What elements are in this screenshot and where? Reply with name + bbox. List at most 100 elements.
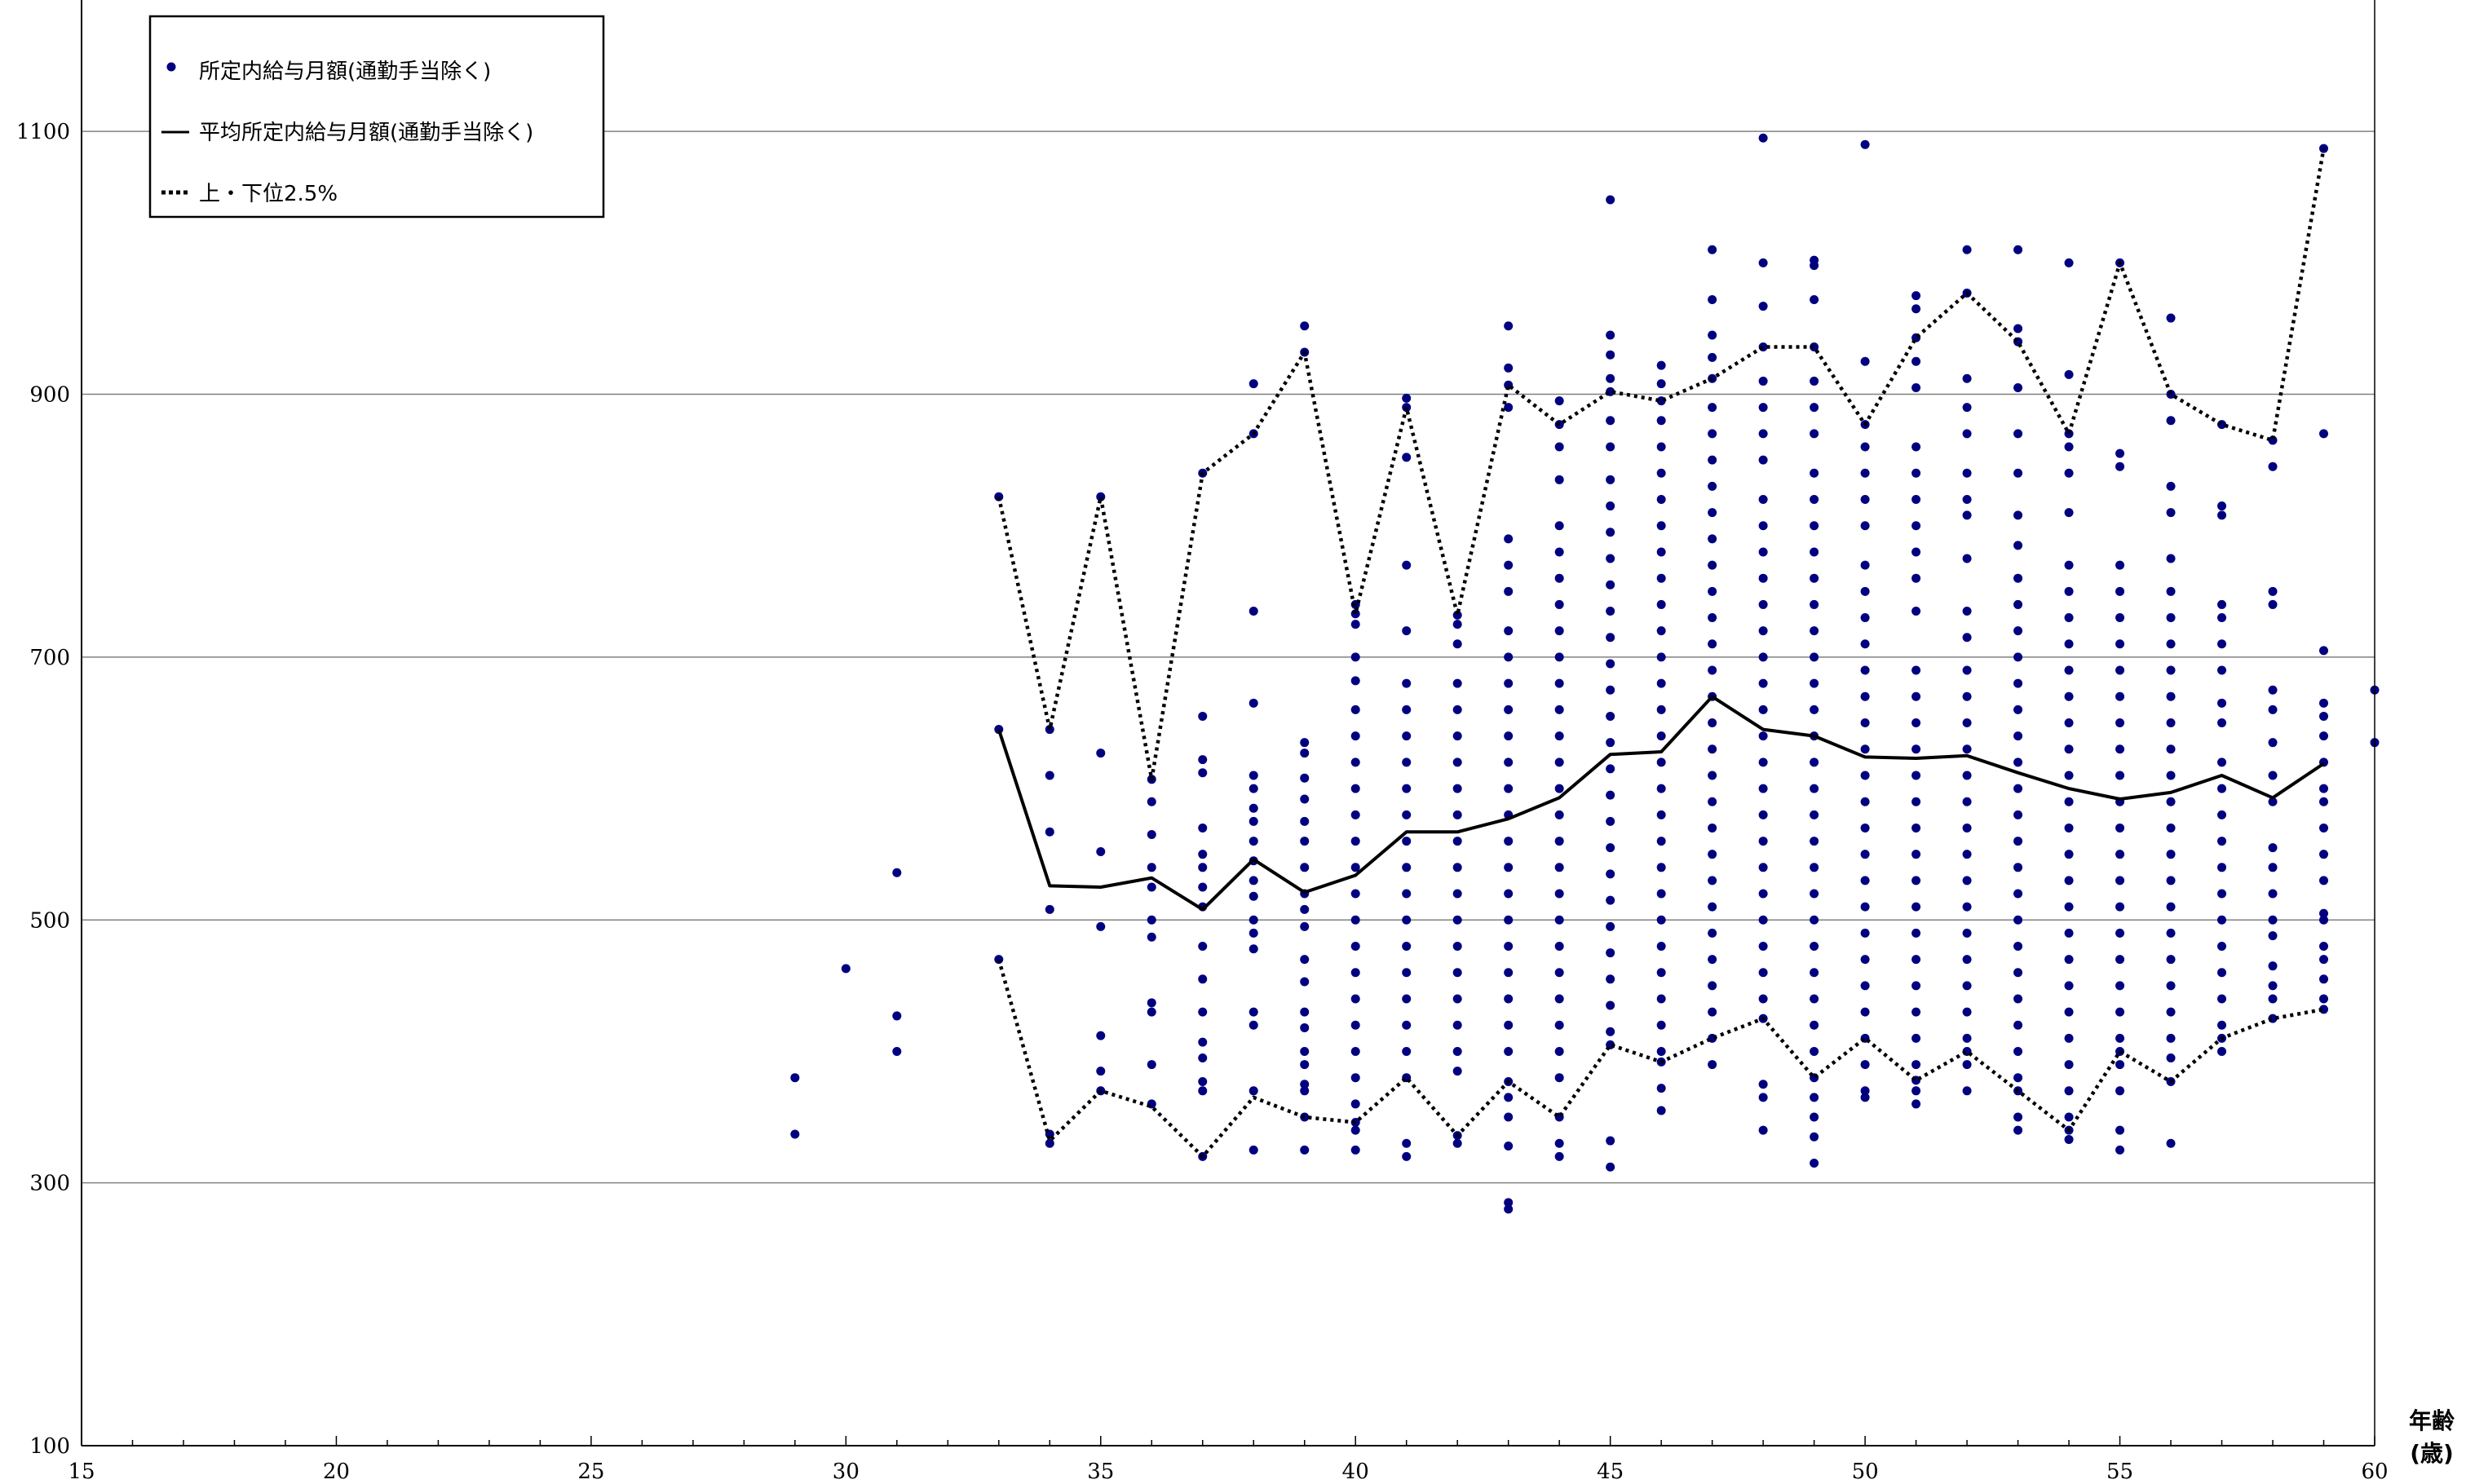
scatter-point (1962, 665, 1972, 675)
scatter-point (1911, 442, 1921, 452)
scatter-point (1402, 837, 1412, 846)
scatter-point (2166, 1007, 2176, 1017)
scatter-point (2166, 1138, 2176, 1148)
scatter-point (1911, 955, 1921, 965)
scatter-point (1656, 810, 1666, 819)
scatter-point (2064, 665, 2074, 675)
scatter-point (2064, 850, 2074, 859)
scatter-point (1758, 1093, 1768, 1102)
scatter-point (1554, 521, 1564, 531)
scatter-point (2013, 678, 2023, 688)
scatter-point (1911, 797, 1921, 806)
plot-frame (81, 0, 2375, 1446)
scatter-point (1554, 678, 1564, 688)
scatter-point (1554, 757, 1564, 767)
scatter-point (1300, 1007, 1310, 1017)
scatter-point (1606, 633, 1615, 643)
scatter-point (1402, 453, 1412, 462)
scatter-point (2064, 955, 2074, 965)
scatter-point (2268, 915, 2278, 925)
scatter-point (2217, 613, 2227, 623)
scatter-point (1606, 843, 1615, 853)
scatter-point (1198, 823, 1208, 833)
scatter-point (1096, 846, 1106, 856)
scatter-point (2166, 554, 2176, 563)
scatter-point (1810, 494, 1819, 504)
scatter-point (1504, 321, 1514, 331)
scatter-point (2166, 771, 2176, 780)
scatter-point (2064, 560, 2074, 570)
scatter-point (2013, 994, 2023, 1004)
scatter-point (1045, 904, 1054, 914)
scatter-point (1962, 981, 1972, 991)
scatter-point (1452, 889, 1462, 899)
scatter-point (2064, 258, 2074, 267)
scatter-point (2217, 968, 2227, 978)
scatter-point (1911, 291, 1921, 301)
scatter-point (1300, 749, 1310, 758)
scatter-point (1656, 573, 1666, 583)
scatter-point (1606, 738, 1615, 748)
scatter-point (1350, 652, 1360, 662)
scatter-point (2013, 837, 2023, 846)
scatter-point (1198, 711, 1208, 721)
scatter-point (1350, 731, 1360, 741)
scatter-point (1198, 863, 1208, 872)
x-tick-label: 50 (1852, 1460, 1879, 1484)
scatter-point (2268, 586, 2278, 596)
scatter-point (1708, 744, 1717, 754)
scatter-point (2166, 955, 2176, 965)
scatter-point (2268, 599, 2278, 609)
scatter-point (2013, 1073, 2023, 1083)
scatter-point (1708, 902, 1717, 912)
scatter-point (1248, 698, 1258, 708)
scatter-point (1606, 1000, 1615, 1010)
scatter-point (790, 1073, 800, 1083)
scatter-point (1452, 863, 1462, 872)
scatter-point (1962, 1060, 1972, 1070)
scatter-point (2115, 876, 2125, 886)
scatter-point (2268, 994, 2278, 1004)
scatter-point (1350, 1020, 1360, 1030)
scatter-point (2319, 711, 2329, 721)
scatter-point (2319, 429, 2329, 439)
scatter-point (1248, 928, 1258, 938)
scatter-point (1911, 771, 1921, 780)
scatter-point (1656, 863, 1666, 872)
scatter-point (2115, 928, 2125, 938)
scatter-point (1504, 1198, 1514, 1208)
scatter-point (1860, 718, 1870, 727)
scatter-point (2319, 942, 2329, 952)
scatter-point (1554, 863, 1564, 872)
scatter-point (1402, 810, 1412, 819)
scatter-point (1248, 915, 1258, 925)
scatter-point (2268, 889, 2278, 899)
scatter-points (790, 133, 2380, 1214)
scatter-point (1911, 1060, 1921, 1070)
scatter-point (1810, 261, 1819, 271)
scatter-point (1504, 626, 1514, 636)
scatter-point (1860, 521, 1870, 531)
scatter-point (1504, 363, 1514, 373)
scatter-point (1911, 823, 1921, 833)
scatter-point (1300, 904, 1310, 914)
scatter-point (2013, 810, 2023, 819)
scatter-point (1758, 573, 1768, 583)
scatter-point (1554, 442, 1564, 452)
scatter-point (1147, 915, 1156, 925)
scatter-point (1554, 837, 1564, 846)
scatter-point (1452, 1138, 1462, 1148)
scatter-point (2319, 955, 2329, 965)
scatter-point (1810, 942, 1819, 952)
scatter-point (1198, 1053, 1208, 1063)
scatter-point (1758, 547, 1768, 557)
scatter-point (1656, 626, 1666, 636)
scatter-point (1810, 678, 1819, 688)
scatter-point (1248, 876, 1258, 886)
scatter-point (1504, 1204, 1514, 1214)
scatter-point (1656, 994, 1666, 1004)
legend-label-bands: 上・下位2.5% (199, 182, 338, 206)
scatter-point (1606, 195, 1615, 205)
scatter-point (2064, 876, 2074, 886)
scatter-point (1962, 468, 1972, 478)
